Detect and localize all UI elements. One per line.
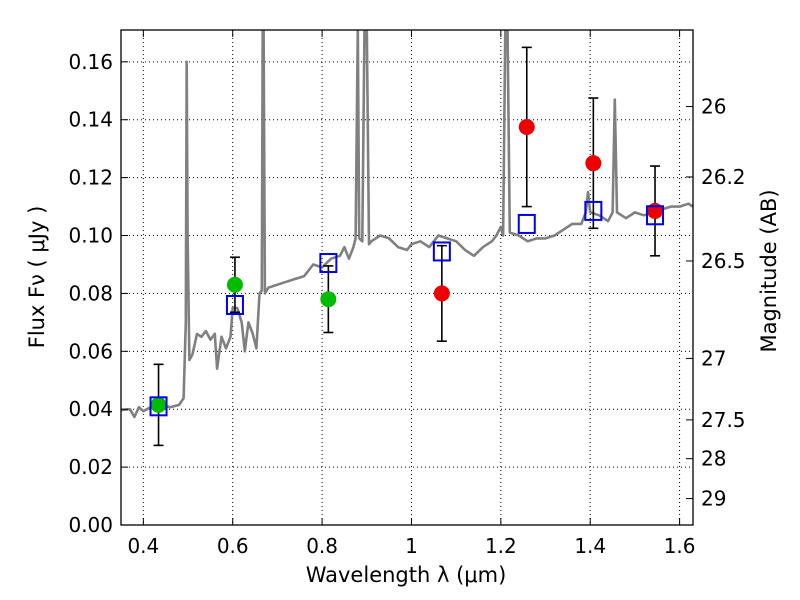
y-tick-label: 0.16 xyxy=(68,50,113,74)
green-data-point xyxy=(320,291,337,308)
points-layer xyxy=(149,46,665,447)
spectrum-line xyxy=(121,30,693,419)
mag-tick-label: 28 xyxy=(701,447,726,471)
y-tick-label: 0.12 xyxy=(68,166,113,190)
mag-tick-label: 27 xyxy=(701,346,726,370)
red-data-point xyxy=(585,155,602,172)
spectrum-layer xyxy=(121,30,693,419)
green-data-point xyxy=(150,396,167,413)
y-tick-label: 0.02 xyxy=(68,455,113,479)
model-square-marker xyxy=(646,205,665,226)
model-square-marker xyxy=(432,241,451,262)
mag-tick-label: 27.5 xyxy=(701,408,746,432)
y-tick-label: 0.08 xyxy=(68,281,113,305)
x-tick-label: 1.6 xyxy=(664,534,696,558)
model-square-marker xyxy=(149,396,168,417)
mag-tick-label: 26.5 xyxy=(701,249,746,273)
y-tick-label: 0.14 xyxy=(68,108,113,132)
y2-axis-title: Magnitude (AB) xyxy=(757,189,781,352)
x-tick-label: 0.6 xyxy=(217,534,249,558)
x-tick-label: 0.8 xyxy=(306,534,338,558)
x-tick-label: 1.4 xyxy=(574,534,606,558)
model-square-marker xyxy=(319,253,338,274)
green-data-point xyxy=(226,276,243,293)
y-tick-label: 0.10 xyxy=(68,224,113,248)
mag-tick-label: 26.2 xyxy=(701,165,746,189)
x-axis-title: Wavelength λ (μm) xyxy=(306,563,507,587)
plot-frame xyxy=(120,29,694,526)
y-axis-title: Flux Fν ( μJy ) xyxy=(25,206,49,349)
labels-layer: 0.4 0.6 0.8 1 1.2 1.4 1.6 0.00 0.02 0.04 0.06 0.08 0… xyxy=(68,50,745,558)
x-tick-label: 1 xyxy=(405,534,418,558)
y-tick-label: 0.00 xyxy=(68,513,113,537)
mag-tick-label: 26 xyxy=(701,95,726,119)
grid-layer xyxy=(121,30,693,526)
model-square-marker xyxy=(225,295,244,315)
y-tick-label: 0.06 xyxy=(68,339,113,363)
mag-tick-label: 29 xyxy=(701,487,726,511)
y-tick-label: 0.04 xyxy=(68,397,113,421)
axes-layer xyxy=(120,29,694,526)
red-data-point xyxy=(433,285,450,302)
x-tick-label: 1.2 xyxy=(485,534,517,558)
x-tick-label: 0.4 xyxy=(127,534,159,558)
model-square-marker xyxy=(584,200,603,221)
red-data-point xyxy=(518,118,535,135)
model-square-marker xyxy=(517,213,536,234)
